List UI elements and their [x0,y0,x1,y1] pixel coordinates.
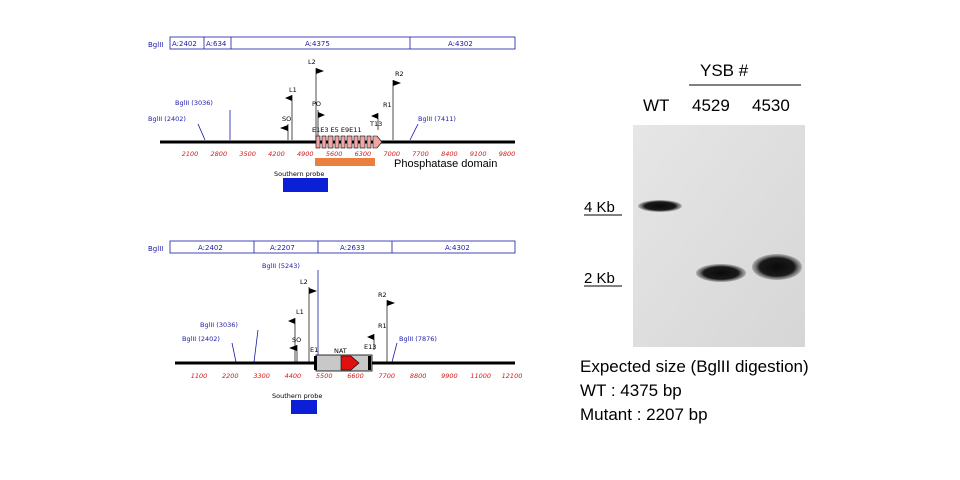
mut-southern-probe [291,400,317,414]
primer-label: SO [282,115,291,123]
wt-segment: A:4375 [305,40,330,48]
mut-segment: A:2402 [198,244,223,252]
blot-membrane [633,125,805,347]
mut-site-label: BglII (7876) [399,335,437,343]
marker-label: 4 Kb [584,199,615,216]
mutant-map: BglII A:2402 A:2207 A:2633 A:4302 BglII … [148,240,523,414]
primer-label: T13 [369,120,382,128]
primer-label: R1 [383,101,392,109]
southern-blot: YSB # WT 4529 4530 4 Kb 2 Kb [584,61,805,347]
primer-label: L1 [289,86,297,94]
exon-label: E1 [310,346,318,354]
band-4529 [696,264,746,282]
tick-label: 5500 [316,372,333,380]
primer-label: R2 [395,70,404,78]
mut-bglii-label: BglII [148,245,163,253]
tick-label: 2800 [211,150,228,158]
nat-arrow [340,355,360,371]
band-wt [638,200,682,212]
nat-label: NAT [334,347,347,355]
mut-site-label: BglII (5243) [262,262,300,270]
tick-label: 9800 [499,150,516,158]
tick-label: 9100 [470,150,487,158]
mut-ticks: 1100 2200 3300 4400 5500 6600 7700 8800 9900 1100… [191,372,523,380]
mut-site-label: BglII (2402) [182,335,220,343]
band-4530 [752,254,802,280]
wt-bglii-label: BglII [148,41,163,49]
tick-label: 2200 [222,372,239,380]
tick-label: 4400 [285,372,302,380]
exon-label: E13 [364,343,376,351]
wt-segment-bar [169,36,516,50]
tick-label: 6600 [347,372,364,380]
phosphatase-domain-label: Phosphatase domain [394,158,497,170]
tick-label: 8800 [410,372,427,380]
tick-label: 6300 [355,150,372,158]
tick-label: 4200 [268,150,285,158]
wt-exons: E1E3 E5 E9E11 [312,126,383,149]
mut-primers: L2 L1 SO R2 R1 [288,278,395,362]
mut-segment: A:4302 [445,244,470,252]
caption-line-3: Mutant : 2207 bp [580,405,708,424]
exon-labels: E1E3 E5 E9E11 [312,126,361,134]
mut-site-label: BglII (3036) [200,321,238,329]
wt-segment: A:2402 [172,40,197,48]
primer-label: R1 [378,322,387,330]
tick-label: 4900 [297,150,314,158]
tick-label: 7000 [383,150,400,158]
tick-label: 8400 [441,150,458,158]
tick-label: 7700 [412,150,429,158]
tick-label: 1100 [191,372,208,380]
wt-segment: A:4302 [448,40,473,48]
tick-label: 2100 [182,150,199,158]
wt-ticks: 2100 2800 3500 4200 4900 5600 6300 7000 7700 8400… [182,150,516,158]
wt-map: BglII A:2402 A:634 A:4375 A:4302 BglII (… [148,36,516,192]
lane-label: 4530 [752,96,790,115]
blot-header: YSB # [700,61,749,80]
marker-label: 2 Kb [584,270,615,287]
wt-site-label: BglII (3036) [175,99,213,107]
tick-label: 11000 [470,372,491,380]
phosphatase-domain-bar [315,158,375,166]
lane-label: 4529 [692,96,730,115]
wt-primers: L2 L1 PO SO R2 R1 T13 [280,58,404,140]
mut-segment-bar [169,240,516,254]
primer-label: PO [312,100,321,108]
primer-label: L2 [300,278,308,286]
mut-segment: A:2207 [270,244,295,252]
tick-label: 9900 [441,372,458,380]
primer-label: SO [292,336,301,344]
tick-label: 3300 [253,372,270,380]
tick-label: 12100 [502,372,523,380]
wt-probe-label: Southern probe [274,170,324,178]
primer-label: L1 [296,308,304,316]
caption-line-2: WT : 4375 bp [580,381,682,400]
lane-label: WT [643,96,669,115]
wt-segment: A:634 [206,40,227,48]
wt-site-label: BglII (2402) [148,115,186,123]
primer-label: L2 [308,58,316,66]
mut-probe-label: Southern probe [272,392,322,400]
wt-southern-probe [283,178,328,192]
tick-label: 3500 [239,150,256,158]
tick-label: 5600 [326,150,343,158]
tick-label: 7700 [379,372,396,380]
primer-label: R2 [378,291,387,299]
caption-line-1: Expected size (BglII digestion) [580,357,809,376]
mut-segment: A:2633 [340,244,365,252]
wt-site-label: BglII (7411) [418,115,456,123]
